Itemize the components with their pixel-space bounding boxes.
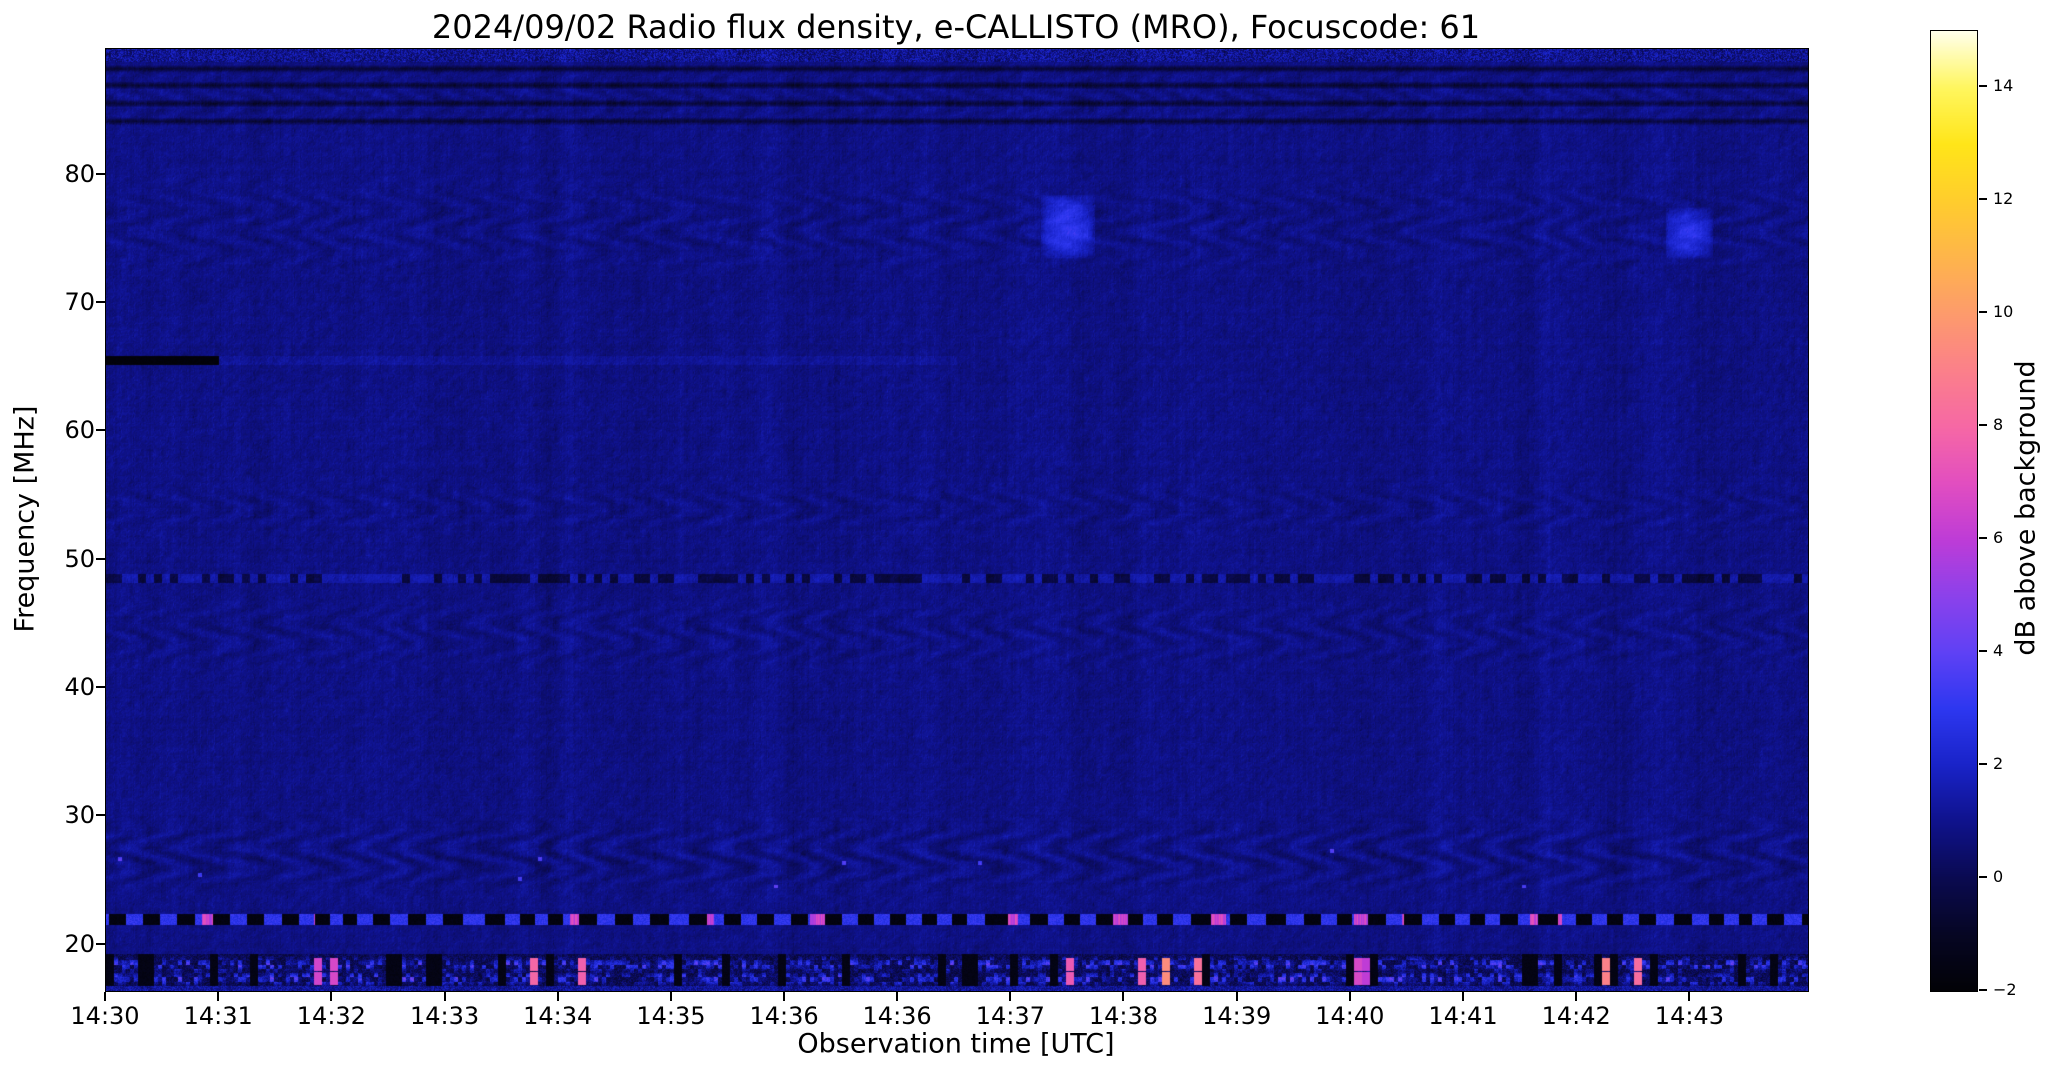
chart-title: 2024/09/02 Radio flux density, e-CALLIST…	[431, 8, 1481, 46]
colorbar-tick-label: 8	[1993, 415, 2004, 435]
y-tick-label: 30	[64, 801, 95, 830]
y-tick-label: 20	[64, 929, 95, 958]
y-tick-label: 60	[64, 416, 95, 445]
x-tick-label: 14:30	[70, 1002, 140, 1030]
x-tick-mark	[556, 992, 559, 1001]
x-tick-mark	[104, 992, 106, 1001]
x-tick-mark	[1348, 992, 1351, 1001]
y-tick-mark	[96, 429, 105, 432]
x-tick-mark	[896, 992, 899, 1001]
colorbar-tick-mark	[1979, 311, 1987, 314]
x-tick-label: 14:36	[862, 1002, 932, 1030]
x-tick-mark	[217, 992, 220, 1001]
x-tick-mark	[783, 992, 786, 1001]
x-tick-label: 14:42	[1541, 1002, 1611, 1030]
colorbar-tick-label: 12	[1993, 189, 2014, 209]
x-tick-mark	[1122, 992, 1125, 1001]
x-tick-label: 14:32	[296, 1002, 366, 1030]
colorbar-tick-mark	[1979, 876, 1987, 879]
x-tick-mark	[1009, 992, 1012, 1001]
x-tick-label: 14:43	[1654, 1002, 1724, 1030]
colorbar-tick-mark	[1979, 989, 1987, 991]
y-tick-mark	[96, 557, 105, 560]
colorbar-tick-label: 14	[1993, 76, 2014, 96]
y-tick-mark	[96, 172, 105, 175]
colorbar-tick-label: 2	[1993, 754, 2004, 774]
x-tick-label: 14:38	[1088, 1002, 1159, 1030]
x-tick-label: 14:41	[1428, 1002, 1498, 1030]
x-tick-label: 14:35	[636, 1002, 706, 1030]
colorbar-tick-mark	[1979, 424, 1987, 427]
colorbar-tick-mark	[1979, 537, 1987, 540]
y-tick-label: 70	[64, 288, 95, 317]
x-tick-mark	[1575, 992, 1578, 1001]
x-tick-label: 14:36	[749, 1002, 819, 1030]
colorbar-label: dB above background	[2010, 360, 2042, 656]
x-tick-mark	[443, 992, 446, 1001]
x-tick-label: 14:39	[1202, 1002, 1272, 1030]
x-tick-mark	[330, 992, 333, 1001]
x-tick-mark	[1462, 992, 1465, 1001]
x-tick-label: 14:34	[523, 1002, 593, 1030]
y-tick-label: 50	[64, 544, 95, 573]
colorbar-tick-mark	[1979, 650, 1987, 653]
colorbar-tick-mark	[1979, 763, 1987, 766]
x-tick-mark	[1235, 992, 1238, 1001]
x-tick-label: 14:40	[1315, 1002, 1385, 1030]
y-tick-mark	[96, 301, 105, 304]
colorbar-tick-label: 0	[1993, 867, 2004, 887]
x-tick-mark	[669, 992, 672, 1001]
x-axis-label: Observation time [UTC]	[797, 1028, 1115, 1060]
colorbar-tick-label: 4	[1993, 641, 2004, 661]
y-tick-label: 40	[64, 673, 95, 702]
y-tick-mark	[96, 942, 105, 945]
y-tick-label: 80	[64, 159, 95, 188]
colorbar-tick-label: 6	[1993, 528, 2004, 548]
x-tick-label: 14:33	[409, 1002, 480, 1030]
colorbar-tick-label: −2	[1993, 980, 2017, 999]
colorbar	[1930, 30, 1978, 992]
colorbar-tick-label: 10	[1993, 302, 2014, 322]
plot-area	[105, 48, 1809, 992]
colorbar-tick-mark	[1979, 85, 1987, 88]
x-tick-label: 14:31	[183, 1002, 253, 1030]
spectrogram-canvas	[106, 49, 1808, 991]
y-tick-mark	[96, 814, 105, 817]
y-tick-mark	[96, 686, 105, 689]
colorbar-canvas	[1931, 31, 1977, 991]
x-tick-label: 14:37	[975, 1002, 1045, 1030]
colorbar-tick-mark	[1979, 198, 1987, 201]
x-tick-mark	[1688, 992, 1691, 1001]
